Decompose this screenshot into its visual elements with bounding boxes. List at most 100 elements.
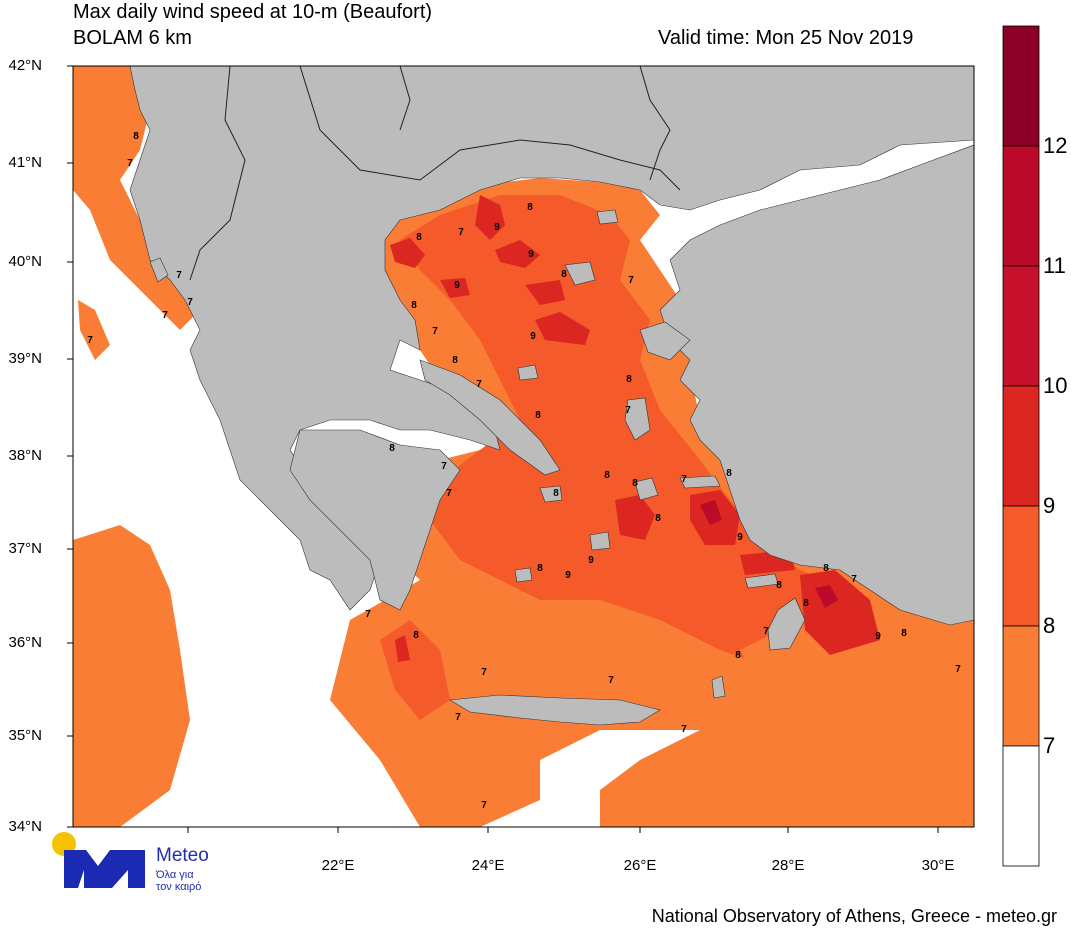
contour-label: 8 [901,628,907,639]
contour-label: 7 [608,675,614,686]
contour-label: 7 [162,310,168,321]
colorbar-segment-12plus [1002,25,1040,147]
lon-label-28: 28°E [771,857,805,874]
land-samos [679,475,721,489]
colorbar-segment-8-9 [1002,505,1040,627]
contour-label: 7 [763,626,769,637]
wind-core-skiathos [440,278,470,298]
wind-core-samos-inner [700,500,722,525]
wind-core-chalkidiki [475,195,505,240]
wind-field-corfu [78,300,110,360]
contour-label: 8 [776,580,782,591]
contour-label: 8 [133,131,139,142]
wind-core-north-aegean [495,240,540,268]
contour-label: 7 [628,275,634,286]
land-chios [624,397,651,441]
contour-label: 8 [655,513,661,524]
contour-label: 7 [681,724,687,735]
contour-label: 8 [803,598,809,609]
land-lesvos [639,321,691,361]
contour-label: 7 [458,227,464,238]
colorbar-label-8: 8 [1043,613,1056,638]
land-kos [744,573,779,589]
contour-label: 8 [535,410,541,421]
contour-label: 9 [588,555,594,566]
contour-label: 9 [565,570,571,581]
contour-label: 7 [432,326,438,337]
contour-label: 7 [176,270,182,281]
colorbar-segment-9-10 [1002,385,1040,507]
contour-label: 7 [851,574,857,585]
contour-label: 9 [528,249,534,260]
land-thasos [596,209,619,225]
logo-tagline-line1: Όλα για [156,869,194,881]
contour-label: 7 [681,474,687,485]
contour-label: 9 [737,532,743,543]
wind-core-naxos [615,495,655,540]
lat-label-41: 41°N [8,154,42,171]
contour-label: 7 [446,488,452,499]
wind-core-lemnos-south [525,280,565,305]
contour-label: 7 [476,379,482,390]
land-peloponnese [289,429,461,611]
colorbar-segment-below-7 [1002,745,1040,867]
lat-label-38: 38°N [8,447,42,464]
lat-label-42: 42°N [8,57,42,74]
contour-label: 7 [625,405,631,416]
wind-core-thermaic [390,238,425,268]
land-cyclades-b [589,531,611,551]
contour-label: 7 [481,800,487,811]
contour-label: 8 [626,374,632,385]
colorbar-label-10: 10 [1043,373,1068,398]
contour-label: 7 [187,297,193,308]
contour-label: 8 [537,563,543,574]
contour-label: 8 [411,300,417,311]
lat-label-40: 40°N [8,253,42,270]
contour-label: 8 [527,202,533,213]
land-euboea [419,359,561,476]
contour-label: 9 [494,222,500,233]
valid-time: Valid time: Mon 25 Nov 2019 [658,27,914,49]
land-skyros [517,364,539,381]
land-cyclades-c [514,567,533,583]
contour-label: 8 [726,468,732,479]
lat-label-37: 37°N [8,540,42,557]
lon-label-22: 22°E [321,857,355,874]
contour-label: 8 [413,630,419,641]
contour-label: 8 [632,478,638,489]
lon-label-24: 24°E [471,857,505,874]
wind-core-rhodes-inner [815,585,838,608]
land-balkans [129,66,974,611]
lon-label-30: 30°E [921,857,955,874]
lon-label-26: 26°E [623,857,657,874]
wind-field-rhodes [740,620,974,700]
footer-credit: National Observatory of Athens, Greece -… [651,906,1057,926]
model-name: BOLAM 6 km [73,27,192,49]
axis-ticks [67,65,939,833]
contour-label: 8 [389,443,395,454]
lat-label-35: 35°N [8,727,42,744]
colorbar-label-11: 11 [1043,253,1066,278]
contour-label: 7 [455,712,461,723]
colorbar-segment-7-8 [1002,625,1040,747]
contour-label: 7 [127,158,133,169]
land-anatolia [659,144,974,626]
land-karpathos [711,675,726,699]
lat-label-34: 34°N [8,818,42,835]
land-cyclades-a [539,485,563,503]
logo-tagline-line2: τον καιρό [156,881,202,893]
lat-label-39: 39°N [8,350,42,367]
meteo-m-icon [64,850,145,888]
contour-label: 7 [441,461,447,472]
contour-label: 9 [875,631,881,642]
colorbar-label-9: 9 [1043,493,1056,518]
wind-core-cythera [395,635,410,662]
contour-label: 8 [604,470,610,481]
contour-label: 9 [454,280,460,291]
land-lemnos [564,261,596,286]
wind-field-ionian [73,525,190,827]
contour-label: 8 [561,269,567,280]
land-rhodes [767,597,806,651]
wind-core-central [535,312,590,345]
